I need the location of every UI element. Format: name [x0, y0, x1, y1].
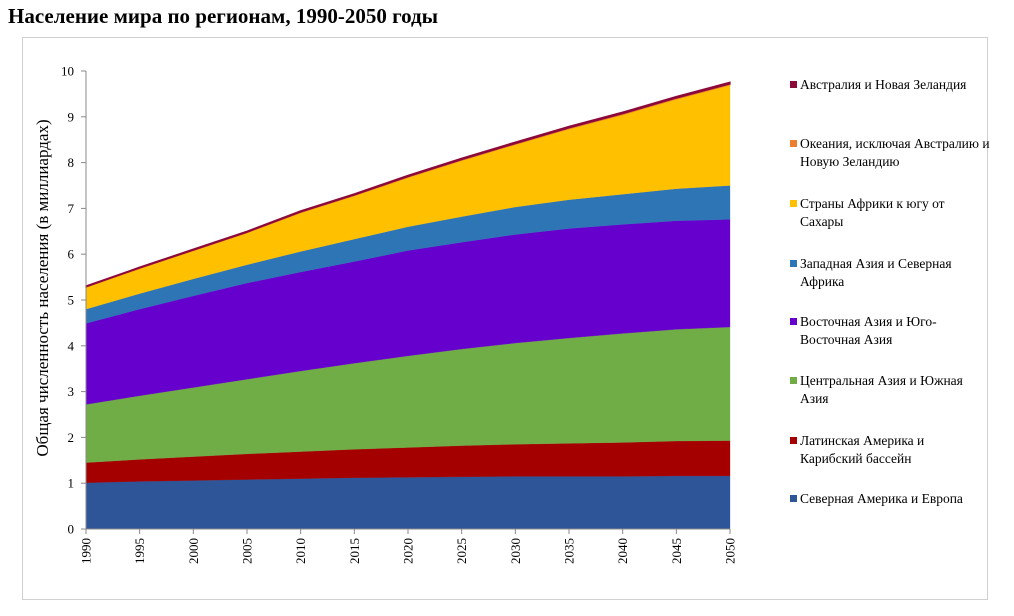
legend-label: Латинская Америка и Карибский бассейн	[800, 433, 925, 466]
y-tick-label: 2	[68, 430, 75, 445]
y-tick-label: 9	[68, 109, 75, 124]
legend-label: Австралия и Новая Зеландия	[800, 77, 967, 92]
x-tick-label: 2040	[615, 538, 630, 564]
x-tick-label: 2045	[669, 538, 684, 564]
legend-item: Латинская Америка и Карибский бассейн	[790, 432, 990, 468]
y-tick-label: 8	[68, 155, 75, 170]
legend-label: Северная Америка и Европа	[800, 491, 963, 506]
x-tick-label: 1990	[79, 538, 94, 564]
legend-swatch	[790, 495, 797, 502]
x-tick-label: 2005	[240, 538, 255, 564]
x-tick-label: 2030	[508, 538, 523, 564]
legend-swatch	[790, 81, 797, 88]
legend-item: Австралия и Новая Зеландия	[790, 76, 990, 94]
y-tick-label: 3	[68, 384, 75, 399]
chart-frame	[22, 37, 988, 600]
x-tick-label: 2050	[723, 538, 738, 564]
legend-swatch	[790, 437, 797, 444]
legend-swatch	[790, 318, 797, 325]
areas-layer	[85, 81, 731, 530]
page-title: Население мира по регионам, 1990-2050 го…	[8, 4, 438, 28]
x-tick-label: 2025	[454, 538, 469, 564]
legend-swatch	[790, 260, 797, 267]
x-tick-label: 2010	[293, 538, 308, 564]
x-tick-label: 2020	[401, 538, 416, 564]
y-axis-title: Общая численность населения (в миллиарда…	[33, 119, 52, 456]
legend-item: Северная Америка и Европа	[790, 490, 990, 508]
y-tick-label: 6	[68, 247, 75, 262]
y-tick-label: 0	[68, 522, 75, 537]
y-tick-label: 5	[68, 293, 75, 308]
area-series-8	[85, 81, 731, 288]
x-tick-label: 2035	[562, 538, 577, 564]
legend-label: Страны Африки к югу от Сахары	[800, 196, 945, 229]
legend-label: Западная Азия и Северная Африка	[800, 256, 952, 289]
legend-label: Центральная Азия и Южная Азия	[800, 373, 963, 406]
x-tick-label: 2015	[347, 538, 362, 564]
legend-label: Океания, исключая Австралию и Новую Зела…	[800, 136, 990, 169]
x-tick-label: 1995	[132, 538, 147, 564]
legend-swatch	[790, 377, 797, 384]
axes-layer: 0 1 2 3 4 5 6 7 8 9 10 1990 1995 2000 2005 2010 2015 2020…	[61, 64, 738, 565]
legend-swatch	[790, 140, 797, 147]
legend-item: Западная Азия и Северная Африка	[790, 255, 990, 291]
legend-item: Восточная Азия и Юго-Восточная Азия	[790, 313, 990, 349]
y-tick-label: 10	[61, 64, 74, 79]
y-tick-label: 1	[68, 476, 75, 491]
legend-item: Центральная Азия и Южная Азия	[790, 372, 990, 408]
x-tick-label: 2000	[186, 538, 201, 564]
legend-swatch	[790, 200, 797, 207]
y-tick-label: 4	[68, 338, 75, 353]
area-series-1	[85, 475, 731, 530]
y-tick-label: 7	[68, 201, 75, 216]
legend-label: Восточная Азия и Юго-Восточная Азия	[800, 314, 937, 347]
legend-item: Океания, исключая Австралию и Новую Зела…	[790, 135, 990, 171]
legend-item: Страны Африки к югу от Сахары	[790, 195, 990, 231]
